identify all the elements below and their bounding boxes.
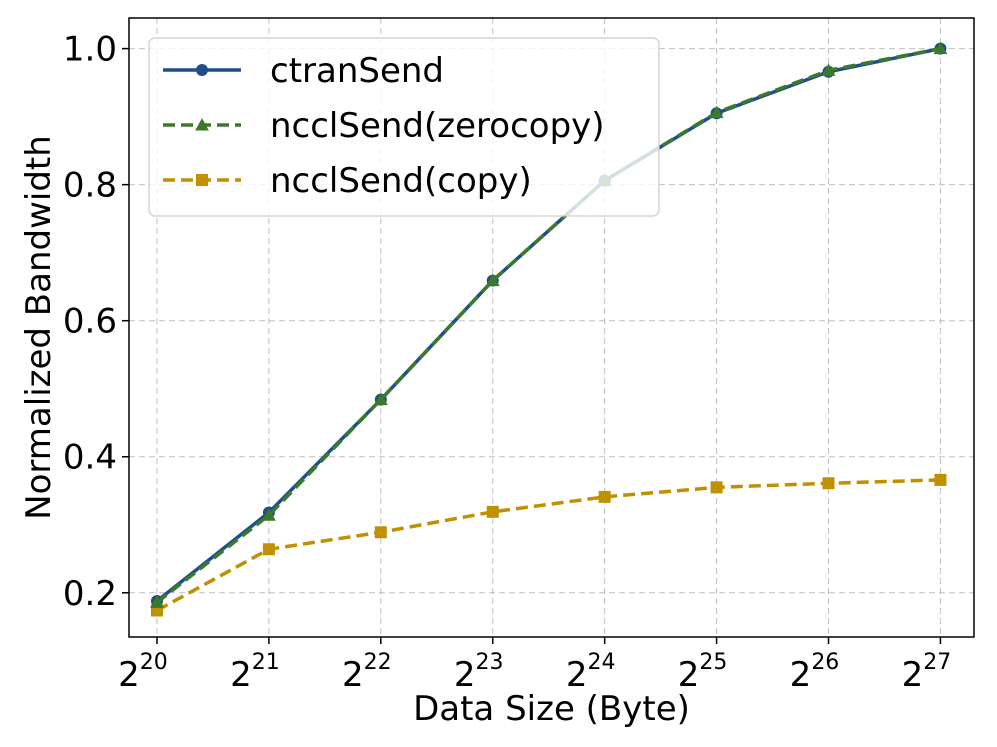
legend: ctranSend ncclSend(zerocopy) ncclSend(copy…: [148, 37, 660, 217]
y-tick-label: 0.4: [63, 438, 117, 478]
x-tick-label: 222: [342, 650, 392, 695]
x-tick-label: 226: [790, 650, 840, 695]
x-tick-label: 225: [678, 650, 728, 695]
x-tick-exponent: 22: [364, 650, 392, 675]
x-tick-base: 2: [902, 655, 924, 695]
legend-marker: [196, 174, 208, 186]
data-point: [933, 41, 948, 55]
y-axis-label: Normalized Bandwidth: [19, 135, 59, 520]
data-point: [821, 63, 836, 76]
x-axis-label: Data Size (Byte): [413, 689, 690, 729]
legend-label: ctranSend: [270, 51, 444, 91]
x-tick-label: 227: [902, 650, 952, 695]
x-tick-base: 2: [230, 655, 252, 695]
series-3: [150, 473, 947, 617]
data-point: [262, 508, 276, 521]
x-tick-label: 221: [230, 650, 280, 695]
x-tick-exponent: 26: [811, 650, 839, 675]
data-point: [485, 273, 500, 287]
x-tick-base: 2: [678, 655, 700, 695]
series-2: [150, 41, 948, 608]
series-layer: [150, 41, 948, 617]
x-tick-base: 2: [454, 655, 476, 695]
data-point: [710, 481, 723, 494]
legend-label: ncclSend(copy): [270, 161, 532, 201]
x-tick-base: 2: [118, 655, 140, 695]
legend-label: ncclSend(zerocopy): [270, 106, 605, 146]
x-tick-exponent: 21: [252, 650, 280, 675]
data-point: [374, 526, 387, 539]
plot-frame: [128, 17, 975, 638]
data-point: [934, 473, 947, 486]
data-point: [709, 105, 724, 119]
x-tick-base: 2: [566, 655, 588, 695]
x-tick-label: 223: [454, 650, 504, 695]
x-tick-exponent: 23: [476, 650, 504, 675]
series-line: [156, 478, 941, 613]
data-point: [822, 477, 835, 490]
x-tick-exponent: 27: [923, 650, 951, 675]
y-tick-label: 0.8: [63, 166, 117, 206]
y-tick-label: 1.0: [63, 30, 117, 70]
x-tick-exponent: 20: [140, 650, 168, 675]
data-point: [262, 543, 275, 556]
legend-marker: [195, 118, 209, 131]
data-point: [598, 490, 611, 503]
legend-box: [148, 37, 660, 217]
y-tick-label: 0.6: [63, 302, 117, 342]
x-tick-exponent: 24: [587, 650, 615, 675]
data-point: [486, 505, 499, 518]
x-tick-base: 2: [790, 655, 812, 695]
y-tick-label: 0.2: [63, 574, 117, 614]
x-tick-label: 220: [118, 650, 168, 695]
data-point: [150, 595, 164, 608]
data-point: [373, 392, 388, 406]
x-tick-exponent: 25: [699, 650, 727, 675]
x-tick-base: 2: [342, 655, 364, 695]
legend-marker: [196, 64, 208, 76]
x-tick-label: 224: [566, 650, 616, 695]
series-line: [155, 46, 941, 604]
